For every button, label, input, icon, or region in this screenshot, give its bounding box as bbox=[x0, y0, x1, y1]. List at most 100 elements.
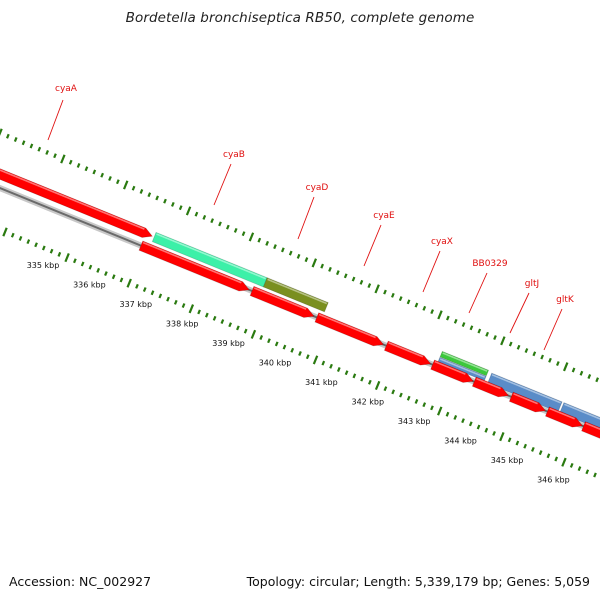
gene-red-2 bbox=[249, 285, 315, 318]
outer-tick bbox=[493, 335, 497, 340]
outer-tick bbox=[485, 331, 489, 337]
outer-tick bbox=[351, 276, 356, 282]
outer-tick bbox=[508, 341, 513, 347]
inner-tick bbox=[73, 258, 77, 264]
gene-cyaX-body bbox=[439, 350, 490, 377]
inner-tick bbox=[267, 338, 271, 344]
inner-tick bbox=[561, 457, 567, 467]
scale-label: 336 kbp bbox=[73, 281, 106, 290]
outer-tick bbox=[76, 163, 81, 168]
genome-summary-text: Topology: circular; Length: 5,339,179 bp… bbox=[246, 574, 590, 589]
inner-tick bbox=[2, 227, 8, 237]
gene-red-2-body bbox=[249, 285, 315, 318]
inner-tick bbox=[49, 248, 54, 254]
label-pointer-cyaX bbox=[422, 250, 441, 293]
inner-tick bbox=[41, 245, 46, 251]
inner-tick bbox=[18, 235, 23, 241]
inner-tick bbox=[329, 363, 333, 369]
inner-tick bbox=[391, 389, 396, 395]
outer-tick bbox=[92, 169, 97, 175]
outer-tick bbox=[60, 154, 66, 164]
gene-cyaD-shine bbox=[267, 278, 328, 305]
inner-tick bbox=[374, 380, 381, 391]
inner-tick bbox=[142, 287, 147, 293]
scale-label: 345 kbp bbox=[491, 456, 524, 465]
scale-label: 342 kbp bbox=[351, 398, 384, 407]
inner-tick bbox=[507, 437, 512, 443]
outer-tick bbox=[311, 258, 318, 268]
gene-red-8 bbox=[544, 406, 584, 428]
gene-gltJ bbox=[559, 402, 600, 431]
outer-tick bbox=[273, 244, 277, 250]
outer-tick bbox=[562, 362, 569, 372]
outer-tick bbox=[359, 279, 364, 285]
gene-red-6-shine bbox=[476, 377, 501, 390]
inner-tick bbox=[538, 450, 543, 456]
inner-tick bbox=[290, 347, 295, 353]
inner-tick bbox=[422, 402, 427, 408]
inner-tick bbox=[461, 418, 465, 424]
outer-tick bbox=[265, 240, 269, 246]
outer-tick bbox=[21, 140, 26, 146]
outer-tick bbox=[0, 128, 3, 138]
outer-tick bbox=[122, 180, 129, 190]
gene-label-cyaX: cyaX bbox=[431, 237, 453, 247]
scale-label: 337 kbp bbox=[119, 300, 152, 309]
outer-tick bbox=[461, 322, 466, 328]
inner-tick bbox=[181, 303, 186, 308]
inner-tick bbox=[204, 312, 209, 318]
outer-tick bbox=[281, 247, 285, 253]
inner-tick bbox=[492, 430, 496, 436]
inner-tick bbox=[437, 406, 443, 416]
inner-tick bbox=[352, 373, 357, 379]
gene-cyaA-body bbox=[0, 166, 154, 238]
inner-tick bbox=[321, 360, 326, 366]
outer-tick bbox=[477, 328, 482, 334]
outer-tick bbox=[524, 348, 529, 353]
gene-red-9-shine bbox=[585, 422, 600, 435]
inner-tick bbox=[126, 278, 132, 288]
inner-tick bbox=[414, 399, 419, 404]
gene-cyaB-shine bbox=[156, 233, 266, 280]
gene-red-6-body bbox=[471, 376, 510, 398]
outer-tick bbox=[296, 253, 301, 259]
outer-tick bbox=[304, 257, 309, 263]
map-title: Bordetella bronchiseptica RB50, complete… bbox=[125, 10, 475, 26]
gene-cyaA-shine bbox=[0, 168, 145, 230]
label-pointer-gltJ bbox=[509, 292, 530, 334]
gene-red-5-body bbox=[430, 359, 475, 383]
gene-cyaB bbox=[151, 231, 268, 288]
inner-tick bbox=[188, 304, 195, 314]
inner-tick bbox=[312, 355, 319, 365]
inner-tick bbox=[10, 232, 15, 238]
outer-tick bbox=[6, 133, 10, 139]
outer-tick bbox=[391, 292, 395, 298]
inner-tick bbox=[250, 329, 257, 339]
inner-tick bbox=[259, 335, 264, 340]
outer-tick bbox=[437, 310, 443, 320]
outer-tick bbox=[446, 315, 450, 321]
scale-label: 346 kbp bbox=[537, 476, 570, 485]
gene-red-1 bbox=[138, 240, 250, 292]
outer-tick bbox=[571, 367, 576, 373]
gene-red-3 bbox=[314, 312, 385, 347]
inner-tick bbox=[546, 453, 551, 459]
gene-red-2-shine bbox=[253, 287, 307, 310]
outer-tick bbox=[13, 137, 18, 142]
outer-tick bbox=[414, 302, 419, 308]
outer-tick bbox=[163, 198, 167, 204]
outer-tick bbox=[548, 357, 552, 363]
outer-tick bbox=[68, 159, 73, 165]
gene-red-1-shine bbox=[142, 241, 242, 284]
outer-tick bbox=[226, 224, 230, 230]
outer-tick bbox=[383, 289, 387, 295]
inner-tick bbox=[119, 277, 124, 283]
outer-tick bbox=[556, 361, 560, 366]
inner-tick bbox=[26, 239, 31, 245]
outer-tick bbox=[336, 270, 340, 276]
gene-label-cyaD: cyaD bbox=[306, 183, 329, 193]
gene-red-3-body bbox=[314, 312, 385, 347]
inner-tick bbox=[445, 411, 450, 417]
gene-label-gltJ: gltJ bbox=[525, 279, 539, 289]
inner-tick bbox=[236, 325, 240, 331]
